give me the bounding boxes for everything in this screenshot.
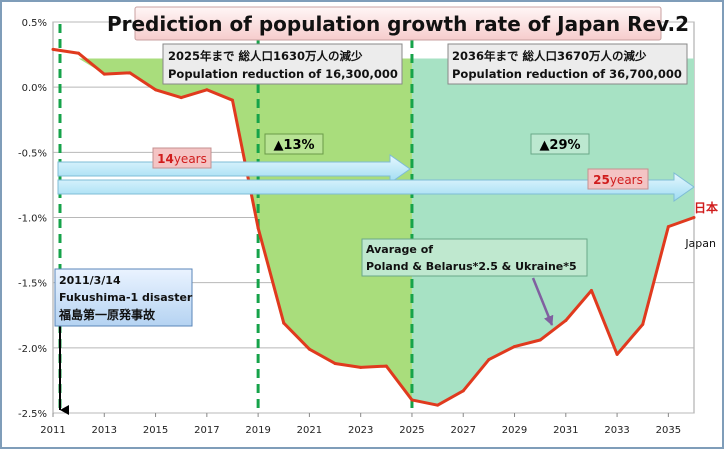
data-point xyxy=(282,321,286,325)
span-25-number: 25 xyxy=(593,173,610,187)
x-tick-label: 2015 xyxy=(143,425,168,436)
reduction-2025-en: Population reduction of 16,300,000 xyxy=(168,67,398,81)
x-tick-label: 2019 xyxy=(245,425,270,436)
data-point xyxy=(154,88,158,92)
data-point xyxy=(102,72,106,76)
title-box xyxy=(134,6,662,41)
data-point xyxy=(128,71,132,75)
span-arrow-14-years xyxy=(57,154,411,184)
japan-series-line xyxy=(52,47,695,407)
pct-label-13: ▲13% xyxy=(273,138,314,153)
data-point xyxy=(461,389,465,393)
data-point xyxy=(333,361,337,365)
vertical-marker-lines xyxy=(58,24,414,413)
data-point xyxy=(359,365,363,369)
data-point xyxy=(666,225,670,229)
data-point xyxy=(384,364,388,368)
data-point xyxy=(692,216,696,219)
x-tick-label: 2031 xyxy=(553,425,578,436)
y-tick-label: 0.0% xyxy=(22,83,47,94)
pct-box-13 xyxy=(264,133,324,155)
span-label-25-box xyxy=(587,168,649,190)
x-tick-label: 2029 xyxy=(502,425,527,436)
data-point xyxy=(256,226,260,230)
y-axis-ticks: 0.5% 0.0% -0.5% -1.0% -1.5% -2.0% -2.5% xyxy=(18,18,47,420)
data-point xyxy=(51,47,55,51)
x-tick-label: 2035 xyxy=(656,425,681,436)
data-point xyxy=(564,318,568,322)
average-pointer-arrow xyxy=(531,277,554,326)
reduction-box-2025 xyxy=(162,43,403,85)
x-tick-label: 2021 xyxy=(297,425,322,436)
x-tick-label: 2017 xyxy=(194,425,219,436)
japan-series xyxy=(51,47,696,407)
data-point xyxy=(589,288,593,292)
average-comparison-box xyxy=(361,238,588,277)
data-point xyxy=(410,398,414,402)
reduction-2036-jp: 2036年まで 総人口3670万人の減少 xyxy=(452,49,647,63)
span-25-unit: years xyxy=(610,173,643,187)
reduction-2025-jp: 2025年まで 総人口1630万人の減少 xyxy=(168,49,363,63)
x-tick-label: 2013 xyxy=(92,425,117,436)
average-label-line1: Avarage of xyxy=(366,243,433,256)
data-point xyxy=(77,51,81,55)
data-point xyxy=(513,345,517,349)
y-tick-label: -1.5% xyxy=(18,279,47,290)
span-label-14-box xyxy=(152,147,212,169)
data-point xyxy=(230,98,234,102)
y-tick-label: -1.0% xyxy=(18,214,47,225)
data-point xyxy=(205,88,209,92)
y-tick-label: -2.0% xyxy=(18,344,47,355)
series-label-en: Japan xyxy=(684,237,716,250)
data-point xyxy=(641,322,645,326)
x-tick-label: 2025 xyxy=(399,425,424,436)
y-tick-label: 0.5% xyxy=(22,18,47,29)
span-14-number: 14 xyxy=(157,152,174,166)
shaded-region xyxy=(411,58,694,406)
x-tick-label: 2027 xyxy=(451,425,476,436)
fukushima-box xyxy=(54,268,193,327)
span-label-14-years: 14years xyxy=(157,152,207,166)
fukushima-date: 2011/3/14 xyxy=(59,274,121,287)
data-point xyxy=(179,96,183,100)
data-point xyxy=(307,347,311,351)
data-point xyxy=(538,338,542,342)
span-label-25-years: 25years xyxy=(593,173,643,187)
y-tick-label: -0.5% xyxy=(18,148,47,159)
fukushima-title-en: Fukushima-1 disaster xyxy=(59,291,193,304)
data-point xyxy=(436,403,440,407)
y-tick-label: -2.5% xyxy=(18,409,47,420)
span-14-unit: years xyxy=(174,152,207,166)
x-axis-ticks: 2011 2013 2015 2017 2019 2021 2023 2025 2027 2029… xyxy=(40,413,681,436)
reduction-2036-en: Population reduction of 36,700,000 xyxy=(452,67,682,81)
chart-title: Prediction of population growth rate of … xyxy=(107,12,689,36)
x-tick-label: 2011 xyxy=(40,425,65,436)
x-tick-label: 2023 xyxy=(348,425,373,436)
x-tick-label: 2033 xyxy=(604,425,629,436)
data-point xyxy=(487,358,491,362)
data-point xyxy=(615,352,619,356)
pct-box-29 xyxy=(530,133,590,155)
average-label-line2: Poland & Belarus*2.5 & Ukraine*5 xyxy=(366,260,577,273)
reduction-box-2036 xyxy=(447,43,688,85)
series-label-jp: 日本 xyxy=(694,200,718,215)
span-arrow-25-years xyxy=(57,172,695,202)
fukushima-title-jp: 福島第一原発事故 xyxy=(58,307,156,322)
pct-label-29: ▲29% xyxy=(539,138,580,153)
